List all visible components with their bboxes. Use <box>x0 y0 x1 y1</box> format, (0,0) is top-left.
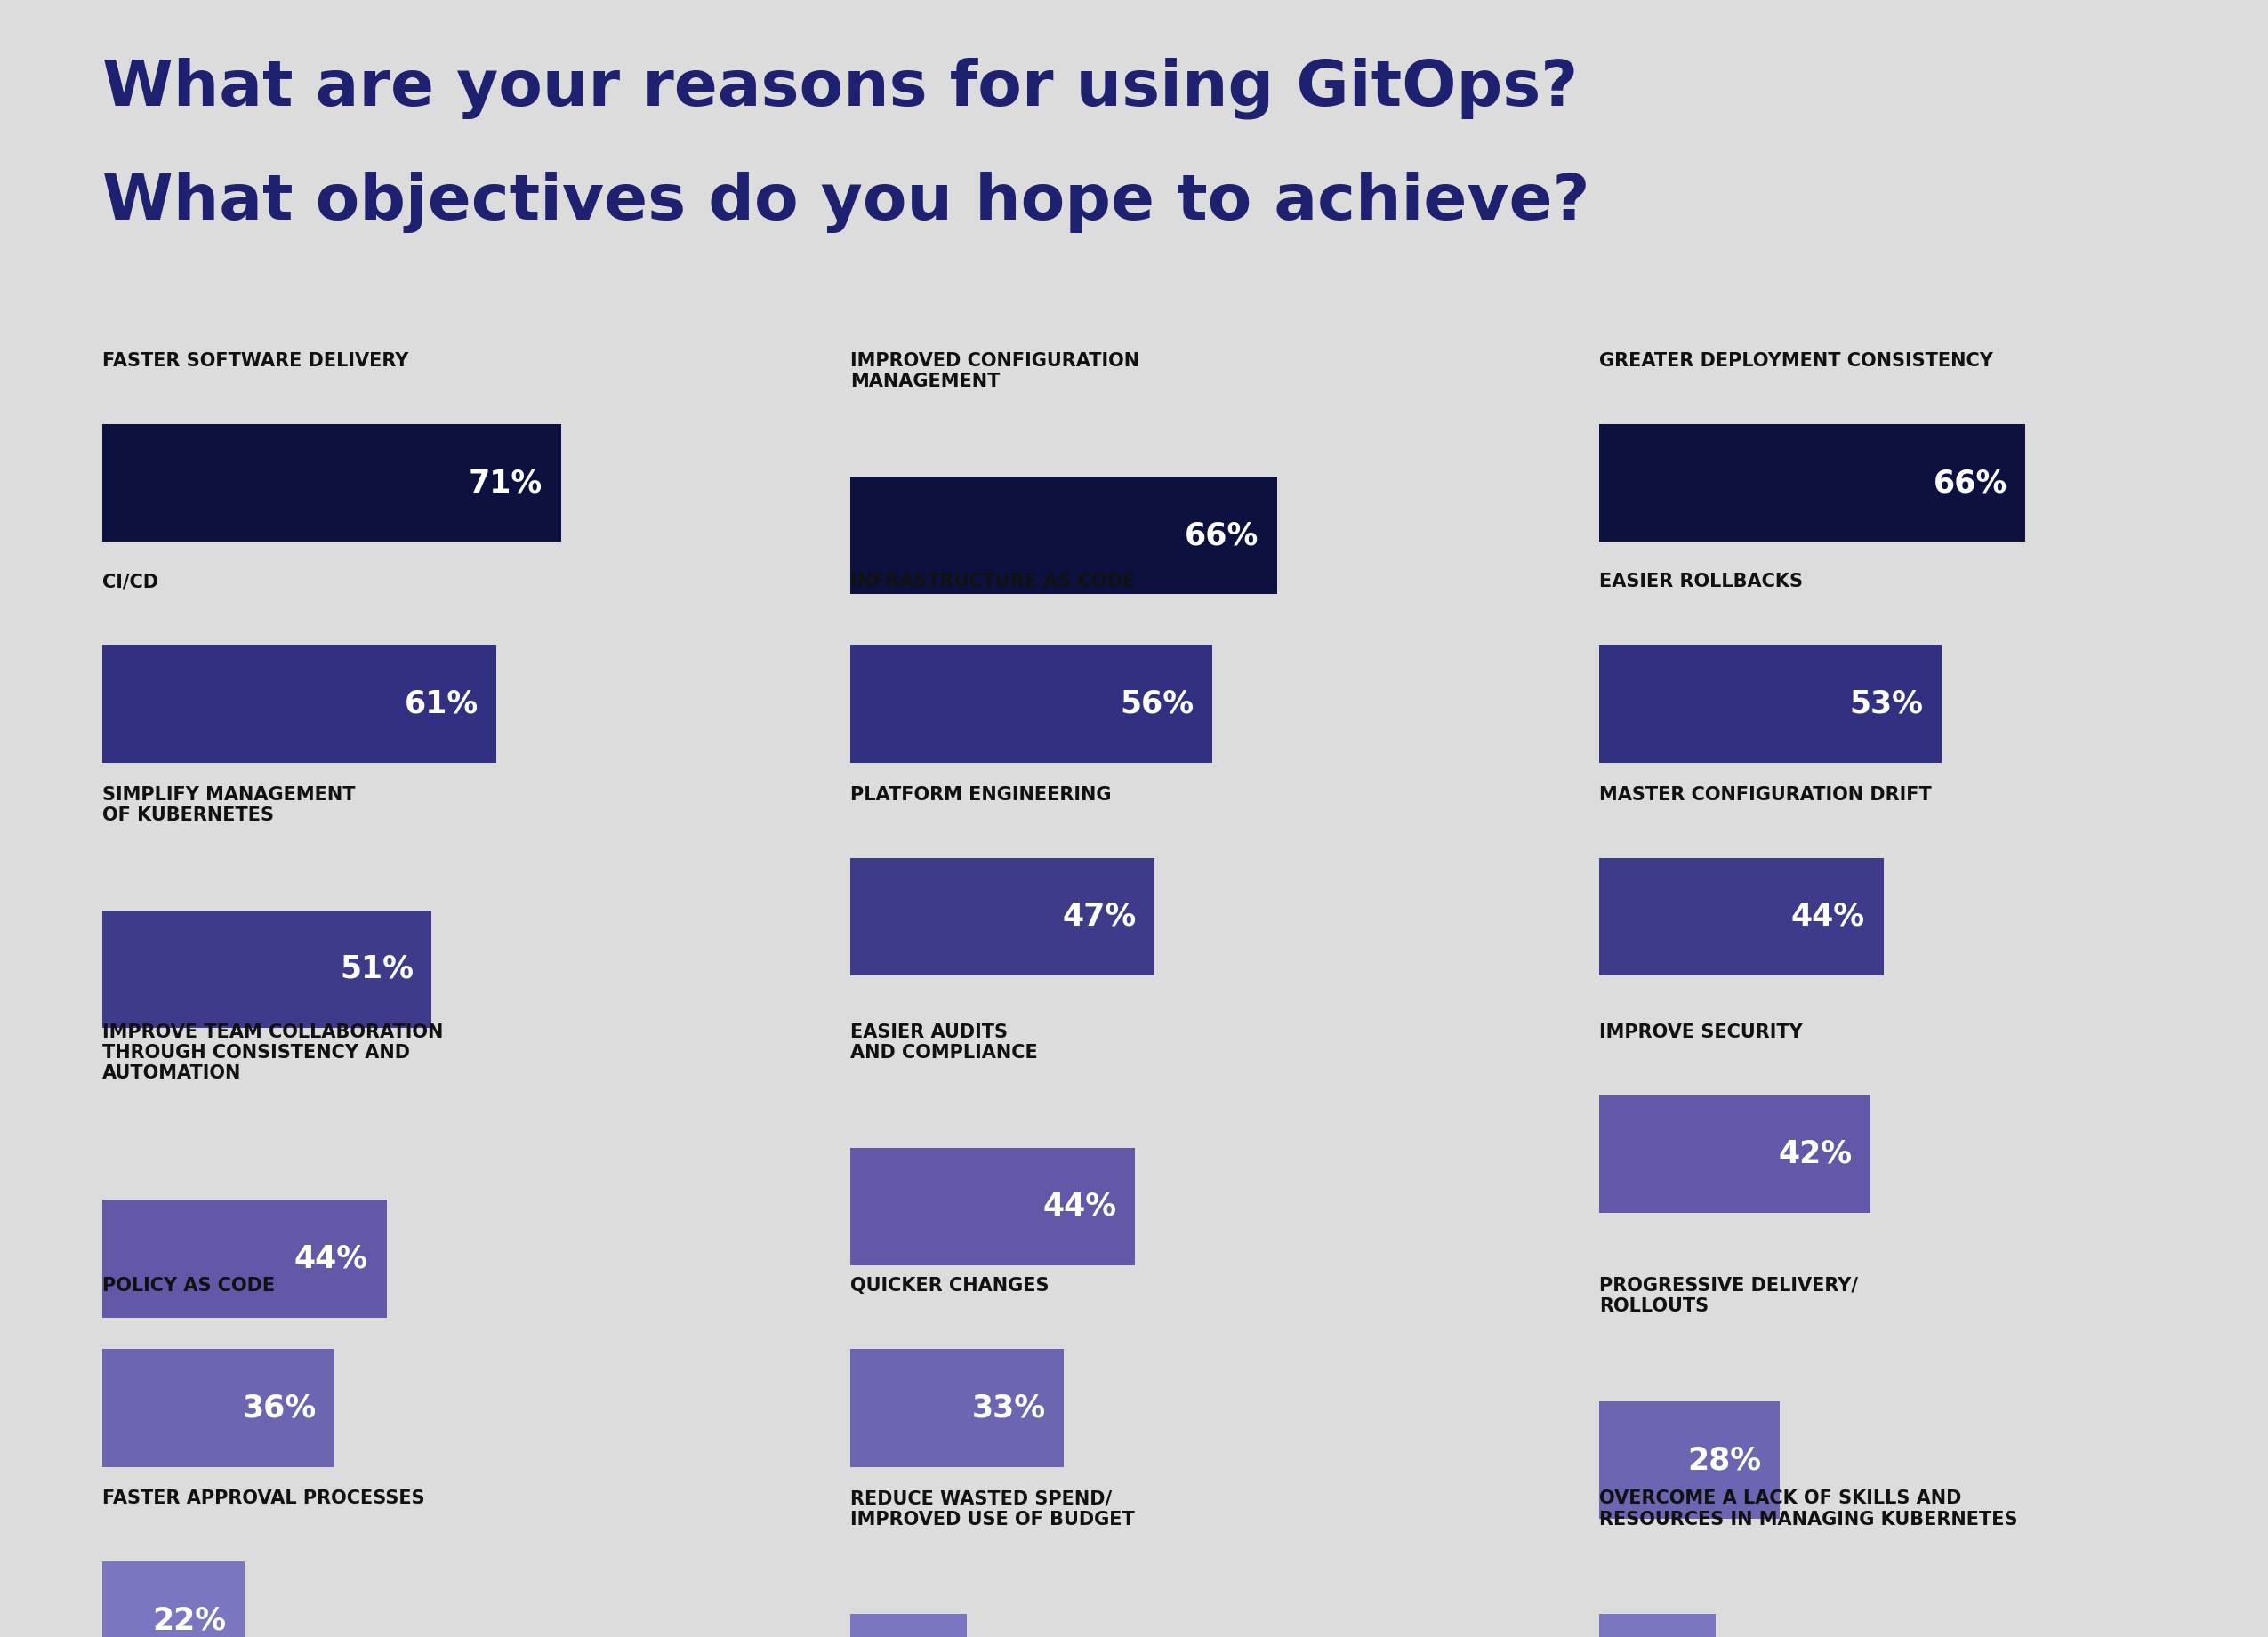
Text: INFRASTRUCTURE AS CODE: INFRASTRUCTURE AS CODE <box>850 573 1136 591</box>
Text: 44%: 44% <box>1043 1192 1116 1221</box>
Bar <box>850 1148 1134 1265</box>
Bar <box>850 858 1154 976</box>
Text: 53%: 53% <box>1851 689 1923 719</box>
Bar <box>1599 858 1882 976</box>
Text: REDUCE WASTED SPEND/
IMPROVED USE OF BUDGET: REDUCE WASTED SPEND/ IMPROVED USE OF BUD… <box>850 1490 1134 1527</box>
Text: EASIER AUDITS
AND COMPLIANCE: EASIER AUDITS AND COMPLIANCE <box>850 1023 1039 1061</box>
Text: 51%: 51% <box>340 954 413 984</box>
Bar <box>1599 1401 1780 1519</box>
Text: CI/CD: CI/CD <box>102 573 159 591</box>
Bar <box>850 476 1277 594</box>
Bar <box>102 1562 245 1637</box>
Bar <box>102 1200 386 1318</box>
Bar <box>1599 645 1941 763</box>
Bar <box>1599 1614 1715 1637</box>
Text: SIMPLIFY MANAGEMENT
OF KUBERNETES: SIMPLIFY MANAGEMENT OF KUBERNETES <box>102 786 356 823</box>
Text: GREATER DEPLOYMENT CONSISTENCY: GREATER DEPLOYMENT CONSISTENCY <box>1599 352 1994 370</box>
Text: 42%: 42% <box>1778 1139 1853 1169</box>
Text: FASTER SOFTWARE DELIVERY: FASTER SOFTWARE DELIVERY <box>102 352 408 370</box>
Text: IMPROVE TEAM COLLABORATION
THROUGH CONSISTENCY AND
AUTOMATION: IMPROVE TEAM COLLABORATION THROUGH CONSI… <box>102 1023 442 1082</box>
Text: 33%: 33% <box>971 1393 1046 1423</box>
Bar <box>102 1349 336 1467</box>
Text: 28%: 28% <box>1687 1445 1762 1475</box>
Text: PROGRESSIVE DELIVERY/
ROLLOUTS: PROGRESSIVE DELIVERY/ ROLLOUTS <box>1599 1277 1857 1315</box>
Text: PLATFORM ENGINEERING: PLATFORM ENGINEERING <box>850 786 1111 804</box>
Bar <box>1599 424 2025 542</box>
Text: 66%: 66% <box>1184 521 1259 550</box>
Text: What are your reasons for using GitOps?: What are your reasons for using GitOps? <box>102 57 1579 120</box>
Text: IMPROVED CONFIGURATION
MANAGEMENT: IMPROVED CONFIGURATION MANAGEMENT <box>850 352 1139 390</box>
Text: 61%: 61% <box>404 689 479 719</box>
Text: 22%: 22% <box>152 1606 227 1635</box>
Bar <box>850 645 1213 763</box>
Text: 47%: 47% <box>1061 902 1136 931</box>
Text: OVERCOME A LACK OF SKILLS AND
RESOURCES IN MANAGING KUBERNETES: OVERCOME A LACK OF SKILLS AND RESOURCES … <box>1599 1490 2019 1527</box>
Bar <box>850 1349 1064 1467</box>
Text: IMPROVE SECURITY: IMPROVE SECURITY <box>1599 1023 1803 1041</box>
Text: 44%: 44% <box>295 1244 367 1274</box>
Bar <box>102 910 431 1028</box>
Text: FASTER APPROVAL PROCESSES: FASTER APPROVAL PROCESSES <box>102 1490 424 1508</box>
Text: 56%: 56% <box>1120 689 1195 719</box>
Text: MASTER CONFIGURATION DRIFT: MASTER CONFIGURATION DRIFT <box>1599 786 1932 804</box>
Text: POLICY AS CODE: POLICY AS CODE <box>102 1277 274 1295</box>
Text: 71%: 71% <box>469 468 542 498</box>
Text: 44%: 44% <box>1792 902 1864 931</box>
Text: What objectives do you hope to achieve?: What objectives do you hope to achieve? <box>102 172 1590 232</box>
Bar <box>102 645 497 763</box>
Bar <box>102 424 560 542</box>
Text: QUICKER CHANGES: QUICKER CHANGES <box>850 1277 1050 1295</box>
Text: 36%: 36% <box>243 1393 318 1423</box>
Bar <box>850 1614 966 1637</box>
Text: EASIER ROLLBACKS: EASIER ROLLBACKS <box>1599 573 1803 591</box>
Bar <box>1599 1095 1871 1213</box>
Text: 66%: 66% <box>1932 468 2007 498</box>
